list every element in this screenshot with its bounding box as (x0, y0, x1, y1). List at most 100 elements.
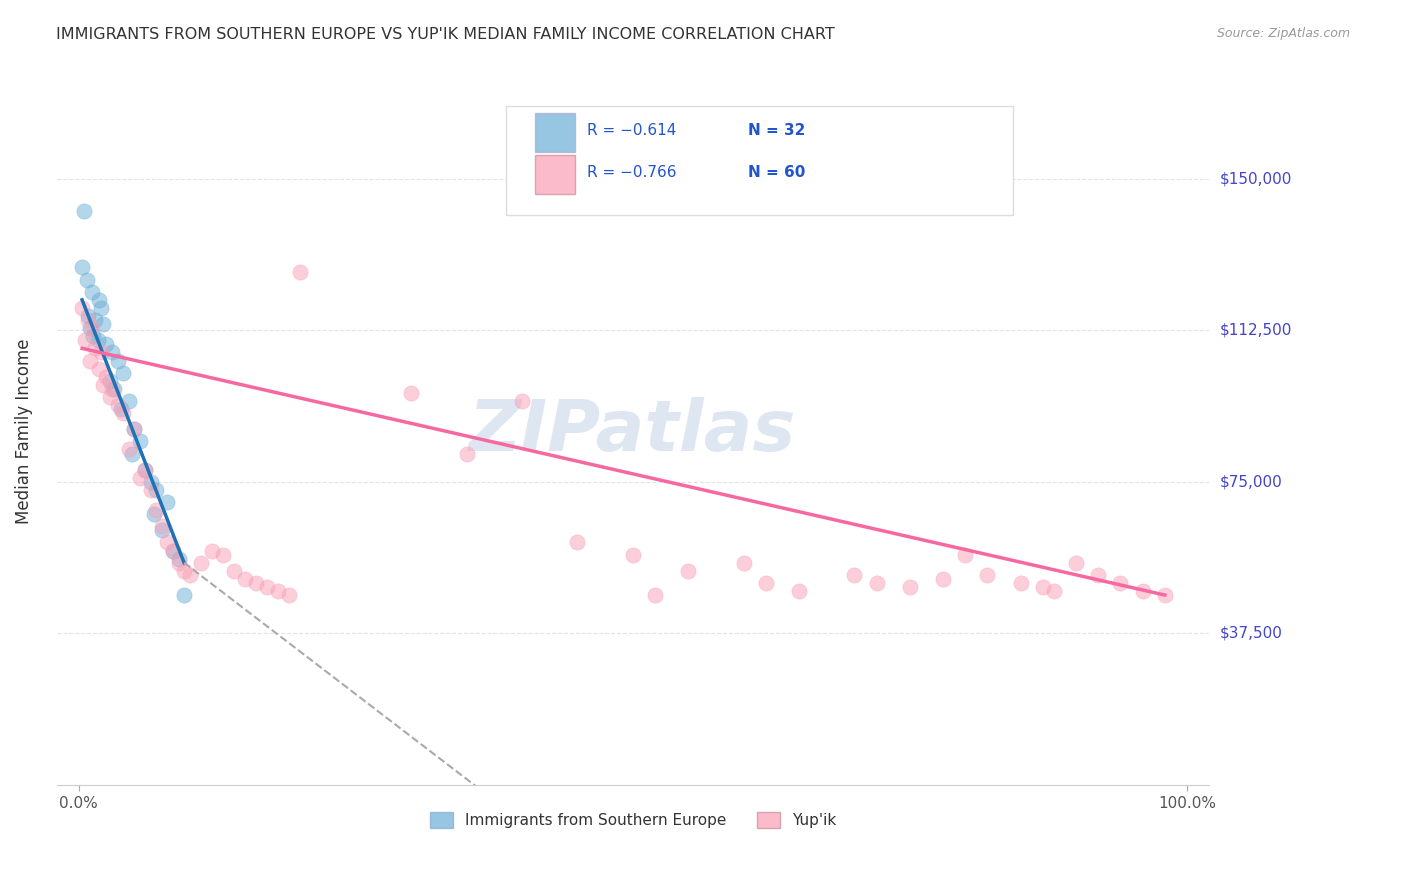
Point (73, 203, 96, 218)
Text: ZIPatlas: ZIPatlas (470, 397, 797, 466)
Point (278, 588, 301, 602)
Text: $37,500: $37,500 (1220, 626, 1284, 641)
Text: N = 32: N = 32 (748, 123, 806, 138)
Point (245, 575, 267, 590)
Point (75, 333, 97, 347)
Point (91, 317, 114, 331)
Point (103, 382, 125, 396)
Point (121, 446, 143, 460)
Point (112, 366, 135, 380)
Point (678, 564, 700, 578)
Point (128, 434, 150, 449)
Point (567, 535, 589, 549)
Point (101, 345, 124, 359)
Point (510, 393, 533, 408)
Point (733, 556, 755, 570)
Point (156, 535, 179, 549)
Point (256, 580, 278, 594)
Point (787, 584, 810, 599)
Point (399, 385, 422, 400)
Point (167, 551, 190, 566)
FancyBboxPatch shape (506, 106, 1014, 216)
Point (844, 567, 866, 582)
Point (267, 584, 290, 599)
Point (898, 580, 921, 594)
Point (621, 548, 644, 562)
Point (156, 495, 179, 509)
Point (134, 463, 156, 477)
Point (290, 264, 312, 278)
Point (90, 345, 112, 359)
Point (96, 369, 118, 384)
Point (955, 548, 977, 562)
Point (87, 361, 110, 376)
Point (1087, 567, 1109, 582)
Point (82, 329, 104, 343)
Point (1109, 575, 1132, 590)
Point (96, 337, 118, 351)
Point (107, 398, 129, 412)
Point (1010, 575, 1032, 590)
Point (222, 564, 245, 578)
Text: $150,000: $150,000 (1220, 171, 1292, 186)
FancyBboxPatch shape (534, 112, 575, 152)
Point (117, 393, 139, 408)
Text: R = −0.766: R = −0.766 (586, 166, 676, 180)
Point (644, 588, 666, 602)
Point (1064, 556, 1087, 570)
Point (139, 475, 162, 489)
Point (98, 390, 121, 404)
Legend: Immigrants from Southern Europe, Yup'ik: Immigrants from Southern Europe, Yup'ik (423, 805, 842, 834)
Point (162, 543, 184, 558)
Point (76, 313, 98, 327)
Point (90, 301, 112, 315)
Point (173, 588, 195, 602)
Point (755, 575, 778, 590)
Point (1132, 584, 1154, 599)
Point (1153, 588, 1175, 602)
Point (122, 422, 145, 436)
Point (233, 572, 256, 586)
Point (84, 313, 107, 327)
Point (80, 285, 103, 299)
Point (76, 272, 98, 286)
Point (86, 333, 108, 347)
Point (122, 422, 145, 436)
Point (70, 260, 93, 275)
Point (201, 543, 224, 558)
Text: R = −0.614: R = −0.614 (586, 123, 676, 138)
Y-axis label: Median Family Income: Median Family Income (15, 339, 32, 524)
Point (150, 524, 173, 538)
Point (128, 471, 150, 485)
Point (866, 575, 889, 590)
Point (87, 293, 110, 307)
FancyBboxPatch shape (534, 155, 575, 194)
Point (117, 442, 139, 457)
Point (162, 543, 184, 558)
Point (134, 463, 156, 477)
Point (76, 309, 98, 323)
Point (211, 548, 233, 562)
Point (456, 446, 478, 460)
Text: Source: ZipAtlas.com: Source: ZipAtlas.com (1216, 27, 1350, 40)
Point (976, 567, 998, 582)
Text: N = 60: N = 60 (748, 166, 806, 180)
Point (139, 483, 162, 497)
Point (110, 402, 132, 417)
Point (79, 353, 101, 368)
Point (79, 321, 101, 335)
Point (107, 353, 129, 368)
Point (91, 377, 114, 392)
Point (1043, 584, 1066, 599)
Point (1032, 580, 1054, 594)
Text: $75,000: $75,000 (1220, 475, 1282, 490)
Point (80, 321, 103, 335)
Point (84, 342, 107, 356)
Point (101, 382, 124, 396)
Point (143, 507, 166, 521)
Point (190, 556, 212, 570)
Text: $112,500: $112,500 (1220, 323, 1292, 338)
Point (150, 519, 173, 533)
Point (145, 503, 167, 517)
Point (98, 374, 121, 388)
